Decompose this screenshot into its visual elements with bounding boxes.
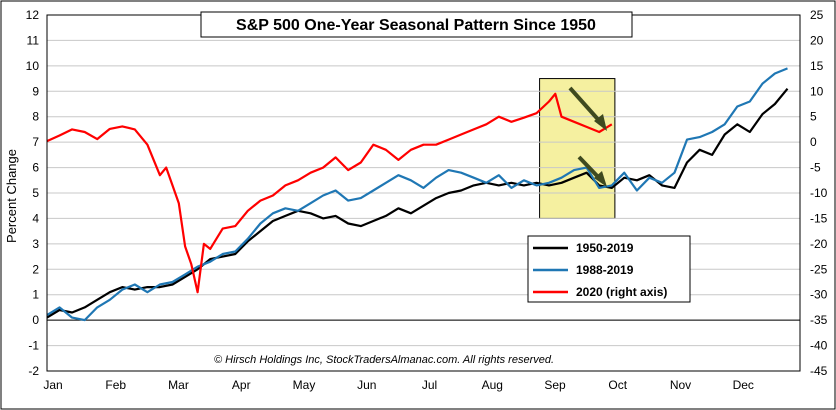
y2-tick-label: 5 (810, 110, 817, 124)
y2-tick-label: -30 (810, 288, 828, 302)
y2-tick-label: 0 (810, 135, 817, 149)
x-tick-label: Sep (544, 378, 566, 392)
trend-arrows (568, 86, 607, 187)
y-tick-label: 5 (32, 186, 39, 200)
series-line-2020-right-axis (46, 92, 613, 294)
copyright-credit: © Hirsch Holdings Inc, StockTradersAlman… (214, 354, 554, 366)
x-tick-label: Nov (670, 378, 691, 392)
x-tick-label: May (293, 378, 316, 392)
x-tick-label: Mar (168, 378, 189, 392)
y-axis-label: Percent Change (4, 149, 19, 243)
y-tick-label: 4 (32, 211, 39, 225)
y-tick-label: 8 (32, 110, 39, 124)
x-axis-tick-labels: Jan Feb Mar Apr May Jun Jul Aug Sep Oct Nov Dec (43, 378, 754, 392)
series-line-1950-2019 (46, 88, 789, 319)
chart-title: S&P 500 One-Year Seasonal Pattern Since … (236, 17, 596, 34)
legend-label-2020: 2020 (right axis) (576, 285, 667, 299)
y2-tick-label: 25 (810, 8, 824, 22)
y2-tick-label: -40 (810, 339, 828, 353)
y-tick-label: 0 (32, 313, 39, 327)
title-box (200, 11, 633, 38)
x-tick-label: Aug (482, 378, 503, 392)
y2-tick-label: -35 (810, 313, 828, 327)
x-tick-label: Jul (422, 378, 437, 392)
right-axis-tick-labels: -45 -40 -35 -30 -25 -20 -15 -10 -5 0 5 10 15 20 25 (810, 8, 828, 378)
legend: 1950-2019 1988-2019 2020 (right axis) (527, 235, 691, 303)
legend-label-1988-2019: 1988-2019 (576, 263, 634, 277)
y-tick-label: 1 (32, 288, 39, 302)
y2-tick-label: 20 (810, 33, 824, 47)
y-tick-label: -2 (28, 364, 39, 378)
x-tick-label: Apr (232, 378, 251, 392)
x-tick-label: Feb (105, 378, 126, 392)
x-tick-label: Jan (43, 378, 62, 392)
series-line-1988-2019 (46, 67, 788, 322)
y2-tick-label: -15 (810, 211, 828, 225)
grid-lines (47, 14, 800, 372)
y2-tick-label: -25 (810, 262, 828, 276)
arrow-upper-head (594, 114, 607, 131)
y-tick-label: 7 (32, 135, 39, 149)
x-tick-label: Dec (733, 378, 754, 392)
y-tick-label: 10 (26, 59, 40, 73)
y-tick-label: 9 (32, 84, 39, 98)
series-lines (46, 67, 789, 322)
y-tick-label: 6 (32, 161, 39, 175)
legend-label-1950-2019: 1950-2019 (576, 241, 634, 255)
x-tick-label: Oct (608, 378, 627, 392)
y2-tick-label: 15 (810, 59, 824, 73)
y-tick-label: 12 (26, 8, 40, 22)
x-tick-label: Jun (357, 378, 376, 392)
y-tick-label: -1 (28, 339, 39, 353)
highlight-region (539, 78, 616, 219)
y2-tick-label: -45 (810, 364, 828, 378)
y-tick-label: 2 (32, 262, 39, 276)
y2-tick-label: 10 (810, 84, 824, 98)
arrow-lower-head (594, 171, 607, 187)
y2-tick-label: -5 (810, 161, 821, 175)
y-tick-label: 3 (32, 237, 39, 251)
y-tick-label: 11 (27, 33, 40, 47)
y2-tick-label: -20 (810, 237, 828, 251)
y2-tick-label: -10 (810, 186, 828, 200)
